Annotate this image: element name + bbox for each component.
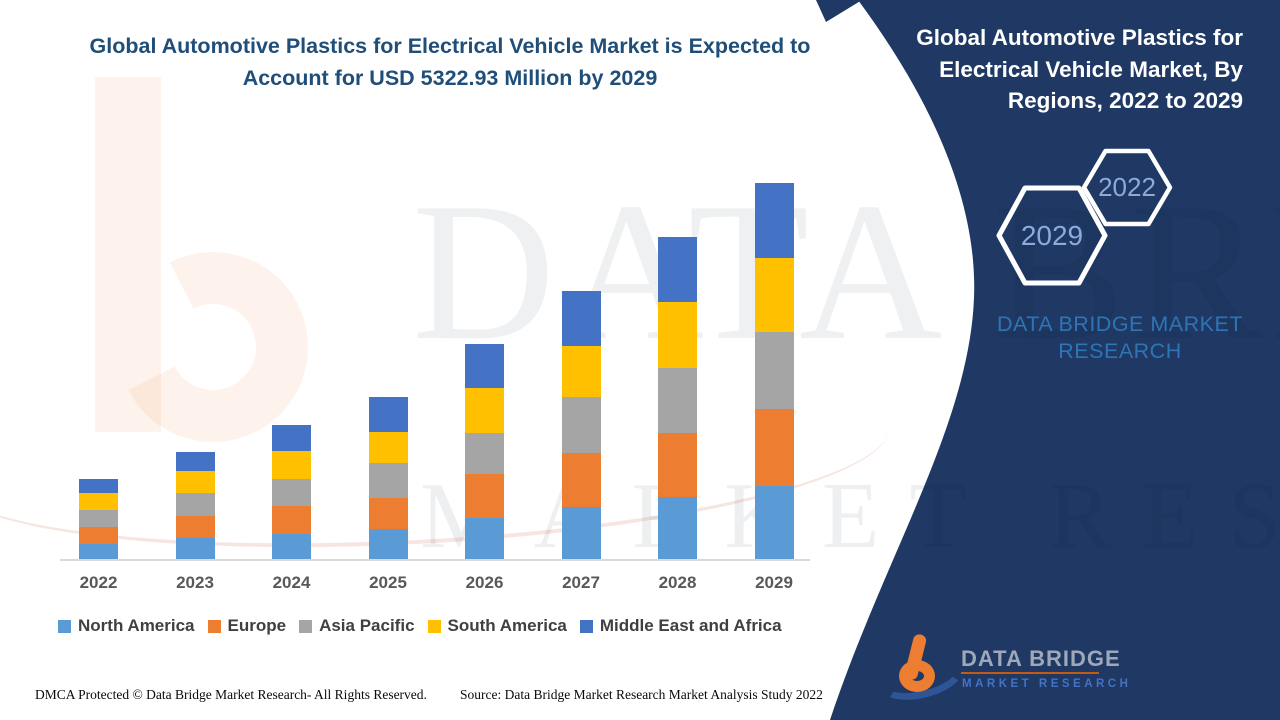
plot-area xyxy=(60,154,810,561)
segment-north-america xyxy=(175,538,215,559)
segment-asia-pacific xyxy=(561,397,601,454)
segment-asia-pacific xyxy=(79,510,118,528)
x-axis-label-2027: 2027 xyxy=(562,573,600,592)
chart-headline-line2: Account for USD 5322.93 Million by 2029 xyxy=(242,66,658,90)
legend-item-europe: Europe xyxy=(207,616,287,636)
bar-2026 xyxy=(465,344,504,559)
legend-label: Europe xyxy=(227,616,287,635)
segment-middle-east-and-africa xyxy=(561,290,601,347)
logo-b-bowl-icon xyxy=(899,660,935,692)
bar-2029 xyxy=(754,183,794,559)
segment-middle-east-and-africa xyxy=(658,237,697,303)
legend-swatch-icon xyxy=(427,619,441,633)
segment-asia-pacific xyxy=(658,368,697,433)
legend-swatch-icon xyxy=(299,619,313,633)
segment-asia-pacific xyxy=(175,493,215,517)
segment-south-america xyxy=(272,451,311,480)
legend-item-south-america: South America xyxy=(427,616,567,636)
chart-headline: Global Automotive Plastics for Electrica… xyxy=(60,30,840,94)
logo-brand-text: DATA BRIDGE xyxy=(961,646,1121,671)
hexagon-2029-outline xyxy=(996,185,1108,286)
segment-middle-east-and-africa xyxy=(754,183,794,259)
segment-north-america xyxy=(465,518,504,559)
x-axis-labels: 2022 2023 2024 2025 2026 2027 2028 2029 xyxy=(60,573,810,597)
chart-headline-line1: Global Automotive Plastics for Electrica… xyxy=(89,34,811,58)
hexagon-2029: 2029 xyxy=(996,185,1108,286)
segment-north-america xyxy=(754,486,794,559)
segment-north-america xyxy=(272,534,311,559)
segment-north-america xyxy=(561,507,601,559)
x-axis-label-2026: 2026 xyxy=(465,573,504,592)
hexagon-2022-label: 2022 xyxy=(1098,172,1156,202)
segment-asia-pacific xyxy=(368,463,408,498)
panel-title-line2: Electrical Vehicle Market, By xyxy=(939,56,1243,82)
data-bridge-logo: DATA BRIDGE MARKET RESEARCH xyxy=(872,628,1128,714)
legend-label: Middle East and Africa xyxy=(599,616,782,635)
hexagon-2022-outline xyxy=(1081,148,1173,227)
x-axis-label-2029: 2029 xyxy=(755,573,793,592)
legend-swatch-icon xyxy=(207,619,221,633)
legend-swatch-icon xyxy=(579,619,593,633)
segment-europe xyxy=(79,527,118,545)
hexagon-2029-label: 2029 xyxy=(1021,220,1083,251)
dmca-notice: DMCA Protected © Data Bridge Market Rese… xyxy=(35,687,427,702)
chart-legend: North America Europe Asia Pacific South Ame… xyxy=(58,616,1038,636)
x-axis-label-2028: 2028 xyxy=(658,573,697,592)
segment-europe xyxy=(465,474,504,519)
segment-south-america xyxy=(368,432,408,464)
logo-sub-text: MARKET RESEARCH xyxy=(962,678,1132,690)
panel-title-line1: Global Automotive Plastics for xyxy=(916,25,1243,50)
panel-title-line3: Regions, 2022 to 2029 xyxy=(1007,88,1243,113)
segment-south-america xyxy=(465,388,504,434)
segment-asia-pacific xyxy=(465,433,504,475)
segment-middle-east-and-africa xyxy=(368,397,408,433)
segment-asia-pacific xyxy=(272,479,311,507)
segment-europe xyxy=(175,516,215,539)
segment-south-america xyxy=(658,302,697,369)
x-axis-label-2025: 2025 xyxy=(369,573,407,592)
bar-2025 xyxy=(368,397,408,559)
segment-south-america xyxy=(175,471,215,494)
panel-top-tail-shape xyxy=(816,0,862,22)
bar-2023 xyxy=(175,452,215,559)
segment-europe xyxy=(368,497,408,529)
x-axis-label-2023: 2023 xyxy=(176,573,214,592)
bar-2027 xyxy=(561,290,601,559)
legend-swatch-icon xyxy=(58,619,71,633)
panel-brand-text: DATA BRIDGE MARKET RESEARCH xyxy=(997,312,1243,363)
legend-label: North America xyxy=(78,616,195,635)
segment-middle-east-and-africa xyxy=(79,479,118,493)
legend-label: South America xyxy=(447,616,567,635)
legend-item-north-america: North America xyxy=(58,616,195,636)
x-axis-label-2024: 2024 xyxy=(272,573,311,592)
segment-middle-east-and-africa xyxy=(272,424,311,452)
segment-europe xyxy=(272,506,311,534)
segment-asia-pacific xyxy=(754,332,794,410)
segment-south-america xyxy=(754,258,794,333)
segment-middle-east-and-africa xyxy=(175,452,215,472)
segment-europe xyxy=(754,409,794,487)
segment-europe xyxy=(561,453,601,508)
hexagon-2022: 2022 xyxy=(1081,148,1173,227)
bar-2028 xyxy=(658,237,697,559)
logo-underline xyxy=(961,672,1099,674)
segment-north-america xyxy=(658,496,697,559)
legend-label: Asia Pacific xyxy=(319,616,415,635)
source-note: Source: Data Bridge Market Research Mark… xyxy=(460,687,823,702)
bar-2024 xyxy=(272,424,311,559)
segment-south-america xyxy=(79,492,118,510)
bar-2022 xyxy=(79,479,118,559)
legend-item-asia-pacific: Asia Pacific xyxy=(299,616,415,636)
x-axis-label-2022: 2022 xyxy=(79,573,118,592)
segment-north-america xyxy=(79,544,118,559)
legend-item-middle-east-and-africa: Middle East and Africa xyxy=(579,616,782,636)
segment-north-america xyxy=(368,528,408,559)
panel-title: Global Automotive Plastics for Electrica… xyxy=(903,22,1243,117)
segment-middle-east-and-africa xyxy=(465,344,504,389)
segment-europe xyxy=(658,433,697,497)
segment-south-america xyxy=(561,346,601,398)
